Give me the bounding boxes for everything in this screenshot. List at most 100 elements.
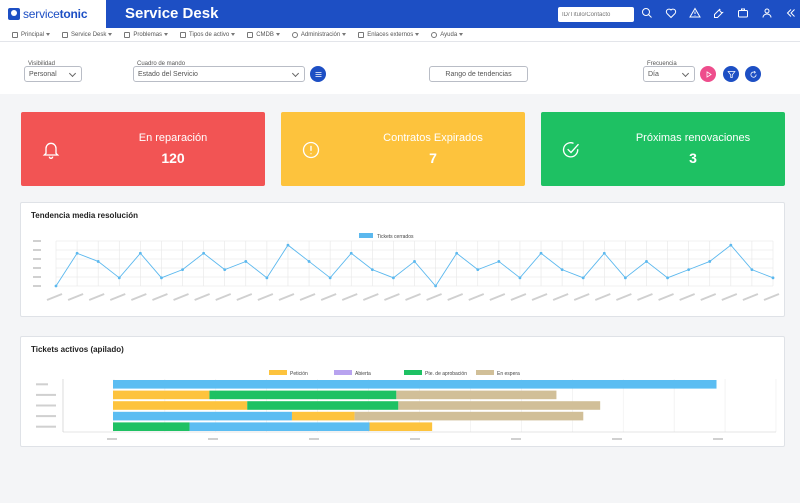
filter-button[interactable] — [723, 66, 739, 82]
menu-item-problemas[interactable]: Problemas — [124, 31, 169, 38]
visibility-value: Personal — [29, 70, 57, 78]
bar-segment — [396, 390, 557, 400]
frequency-select[interactable]: Día — [643, 66, 695, 82]
x-tick-label — [130, 293, 147, 301]
data-point — [75, 251, 79, 255]
kpi-card-renewals[interactable]: Próximas renovaciones 3 — [541, 112, 785, 186]
x-tick-label — [362, 293, 379, 301]
data-point — [117, 276, 121, 280]
data-point — [370, 268, 374, 272]
data-point — [708, 260, 712, 263]
x-tick-label — [573, 293, 590, 301]
trend-range-button[interactable]: Rango de tendencias — [429, 66, 528, 82]
visibility-select[interactable]: Personal — [24, 66, 82, 82]
x-tick-label — [215, 293, 232, 301]
chevron-down-icon — [231, 33, 236, 36]
legend-item: Pte. de aprobación — [404, 370, 467, 377]
gear-icon — [291, 31, 298, 38]
kpi-value: 3 — [689, 150, 697, 166]
brand-logo[interactable]: servicetonic — [0, 0, 106, 28]
menu-item-label: CMDB — [256, 31, 274, 38]
data-point — [455, 251, 459, 255]
heart-icon[interactable] — [664, 6, 678, 20]
search-icon[interactable] — [640, 6, 654, 20]
bar-segment — [354, 411, 584, 421]
x-tick-label — [173, 293, 189, 301]
home-icon — [12, 31, 18, 38]
refresh-button[interactable] — [745, 66, 761, 82]
x-tick-label — [309, 438, 319, 440]
menu-item-cmdb[interactable]: CMDB — [247, 31, 280, 38]
search-input[interactable] — [558, 7, 634, 22]
menu-item-label: Enlaces externos — [367, 31, 414, 38]
menu-item-administracion[interactable]: Administración — [291, 31, 347, 38]
x-tick-label — [763, 293, 780, 301]
menu-item-ayuda[interactable]: Ayuda — [431, 31, 464, 38]
data-point — [518, 276, 522, 280]
legend-swatch — [404, 370, 422, 375]
menu-item-tipos-activo[interactable]: Tipos de activo — [180, 31, 236, 38]
legend-swatch — [269, 370, 287, 375]
frequency-label: Frecuencia — [647, 61, 677, 67]
x-tick-label — [511, 438, 521, 440]
dashboard-select[interactable]: Estado del Servicio — [133, 66, 305, 82]
x-tick-label — [721, 293, 738, 301]
y-tick-label — [36, 383, 48, 386]
x-tick-label — [107, 438, 117, 440]
menu-item-principal[interactable]: Principal — [12, 31, 51, 38]
y-tick-label — [33, 276, 41, 278]
data-point — [771, 276, 775, 280]
data-point — [349, 251, 353, 255]
wrench-icon[interactable] — [712, 6, 726, 20]
kpi-title: Contratos Expirados — [383, 132, 483, 144]
y-tick-label — [36, 425, 56, 428]
double-chevron-left-icon[interactable] — [784, 6, 798, 20]
warning-icon[interactable] — [688, 6, 702, 20]
data-point — [666, 276, 669, 280]
x-tick-label — [612, 438, 622, 440]
briefcase-icon[interactable] — [736, 6, 750, 20]
data-point — [265, 276, 269, 280]
bug-icon — [124, 31, 131, 38]
legend-label: Tickets cerrados — [377, 234, 414, 240]
bar-segment — [247, 401, 399, 410]
user-icon[interactable] — [760, 6, 774, 20]
data-point — [392, 276, 395, 280]
active-tickets-panel: Tickets activos (apilado) Petición Abiert… — [20, 336, 785, 447]
chevron-down-icon — [415, 33, 420, 36]
dashboard-settings-button[interactable] — [310, 66, 326, 82]
filter-bar: Visibilidad Personal Cuadro de mando Est… — [0, 42, 800, 94]
y-tick-label — [36, 393, 56, 396]
menu-item-label: Ayuda — [440, 31, 458, 38]
chart-title: Tendencia media resolución — [31, 211, 138, 220]
x-tick-label — [299, 293, 316, 301]
x-tick-label — [320, 293, 337, 301]
data-point — [750, 268, 754, 272]
x-tick-label — [46, 293, 63, 301]
legend-item: Abierta — [334, 370, 371, 377]
data-point — [539, 251, 543, 255]
menu-item-service-desk[interactable]: Service Desk — [62, 31, 113, 38]
top-icons — [640, 6, 798, 20]
bar-segment — [113, 422, 190, 431]
menu-item-enlaces[interactable]: Enlaces externos — [358, 31, 420, 38]
visibility-label: Visibilidad — [28, 61, 55, 67]
trend-range-label: Rango de tendencias — [445, 70, 512, 78]
kpi-card-expired-contracts[interactable]: Contratos Expirados 7 — [281, 112, 525, 186]
data-point — [138, 251, 142, 255]
x-tick-label — [679, 293, 696, 301]
help-icon — [431, 31, 438, 38]
bar-segment — [113, 380, 717, 389]
data-point — [581, 276, 585, 280]
data-point — [434, 284, 437, 288]
menu-item-label: Service Desk — [71, 31, 107, 38]
chart-legend: Tickets cerrados — [359, 233, 414, 240]
x-tick-label — [552, 293, 569, 301]
x-tick-label — [88, 293, 105, 301]
kpi-card-repair[interactable]: En reparación 120 — [21, 112, 265, 186]
x-tick-label — [109, 293, 126, 301]
x-tick-label — [384, 293, 400, 301]
play-button[interactable] — [700, 66, 716, 82]
play-icon — [706, 70, 712, 78]
x-tick-label — [410, 438, 420, 440]
